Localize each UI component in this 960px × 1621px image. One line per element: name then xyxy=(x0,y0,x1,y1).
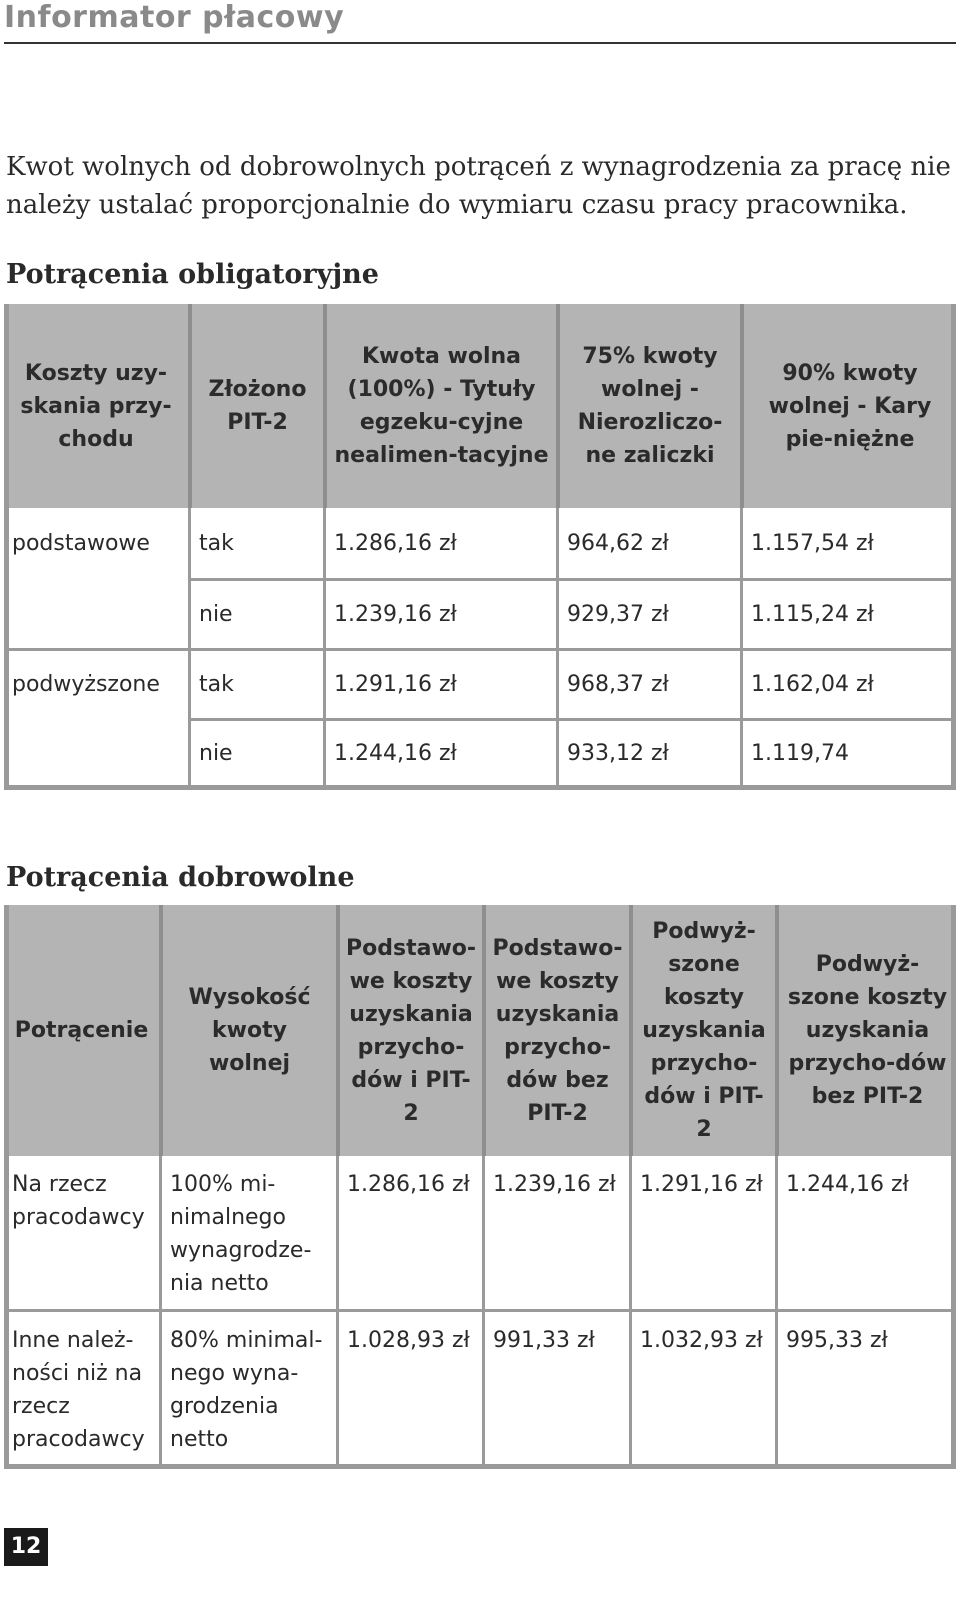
table-header-row: Koszty uzy-skania przy-chodu Złożono PIT… xyxy=(4,304,956,508)
header-cell: Podwyż-szone koszty uzyskania przycho-dó… xyxy=(629,905,775,1156)
table-cell xyxy=(4,578,188,648)
table-cell: podwyższone xyxy=(4,648,188,718)
table-cell: 1.244,16 zł xyxy=(323,718,556,785)
header-cell: 90% kwoty wolnej - Kary pie-niężne xyxy=(740,304,956,508)
page-header-title: Informator płacowy xyxy=(4,0,345,35)
table-cell: nie xyxy=(188,578,323,648)
table-row: nie 1.244,16 zł 933,12 zł 1.119,74 xyxy=(4,718,956,785)
table-cell: 1.239,16 zł xyxy=(323,578,556,648)
header-cell: Wysokość kwoty wolnej xyxy=(159,905,336,1156)
header-cell: Złożono PIT-2 xyxy=(188,304,323,508)
header-cell: Podstawo-we koszty uzyskania przycho-dów… xyxy=(336,905,482,1156)
table-row: nie 1.239,16 zł 929,37 zł 1.115,24 zł xyxy=(4,578,956,648)
header-cell: Podwyż-szone koszty uzyskania przycho-dó… xyxy=(775,905,956,1156)
table-cell xyxy=(4,718,188,785)
intro-paragraph: Kwot wolnych od dobrowolnych potrąceń z … xyxy=(6,152,951,220)
table-cell: 1.157,54 zł xyxy=(740,508,956,578)
table-cell: 80% minimal-nego wyna-grodzenia netto xyxy=(159,1309,336,1464)
section-title-obligatory: Potrącenia obligatoryjne xyxy=(6,259,379,290)
table-cell: podstawowe xyxy=(4,508,188,578)
table-header-row: Potrącenie Wysokość kwoty wolnej Podstaw… xyxy=(4,905,956,1156)
voluntary-deductions-table: Potrącenie Wysokość kwoty wolnej Podstaw… xyxy=(4,905,956,1464)
table-cell: 100% mi-nimalnego wynagrodze-nia netto xyxy=(159,1156,336,1309)
section-title-voluntary: Potrącenia dobrowolne xyxy=(6,862,355,893)
table-cell: 929,37 zł xyxy=(556,578,740,648)
header-cell: 75% kwoty wolnej - Nierozliczo-ne zalicz… xyxy=(556,304,740,508)
table-cell: 1.244,16 zł xyxy=(775,1156,956,1309)
table-cell: 995,33 zł xyxy=(775,1309,956,1464)
table-cell: 964,62 zł xyxy=(556,508,740,578)
table-cell: 968,37 zł xyxy=(556,648,740,718)
header-cell: Potrącenie xyxy=(4,905,159,1156)
table-cell: 1.162,04 zł xyxy=(740,648,956,718)
table-cell: 1.119,74 xyxy=(740,718,956,785)
table-row: Na rzecz pracodawcy 100% mi-nimalnego wy… xyxy=(4,1156,956,1309)
page-number-badge: 12 xyxy=(4,1528,48,1566)
table-cell: Na rzecz pracodawcy xyxy=(4,1156,159,1309)
header-cell: Kwota wolna (100%) - Tytuły egzeku-cyjne… xyxy=(323,304,556,508)
table-cell: 1.291,16 zł xyxy=(629,1156,775,1309)
header-cell: Podstawo-we koszty uzyskania przycho-dów… xyxy=(482,905,629,1156)
header-divider xyxy=(4,42,956,44)
table-cell: 1.286,16 zł xyxy=(336,1156,482,1309)
table-row: podstawowe tak 1.286,16 zł 964,62 zł 1.1… xyxy=(4,508,956,578)
table-cell: 1.286,16 zł xyxy=(323,508,556,578)
table-cell: 933,12 zł xyxy=(556,718,740,785)
table-row: podwyższone tak 1.291,16 zł 968,37 zł 1.… xyxy=(4,648,956,718)
table-row: Inne należ-ności niż na rzecz pracodawcy… xyxy=(4,1309,956,1464)
table-cell: Inne należ-ności niż na rzecz pracodawcy xyxy=(4,1309,159,1464)
table-cell: 991,33 zł xyxy=(482,1309,629,1464)
table-cell: tak xyxy=(188,648,323,718)
table-cell: tak xyxy=(188,508,323,578)
table-cell: 1.239,16 zł xyxy=(482,1156,629,1309)
table-cell: nie xyxy=(188,718,323,785)
table-cell: 1.115,24 zł xyxy=(740,578,956,648)
header-cell: Koszty uzy-skania przy-chodu xyxy=(4,304,188,508)
obligatory-deductions-table: Koszty uzy-skania przy-chodu Złożono PIT… xyxy=(4,304,956,785)
table-cell: 1.291,16 zł xyxy=(323,648,556,718)
table-cell: 1.032,93 zł xyxy=(629,1309,775,1464)
table-cell: 1.028,93 zł xyxy=(336,1309,482,1464)
